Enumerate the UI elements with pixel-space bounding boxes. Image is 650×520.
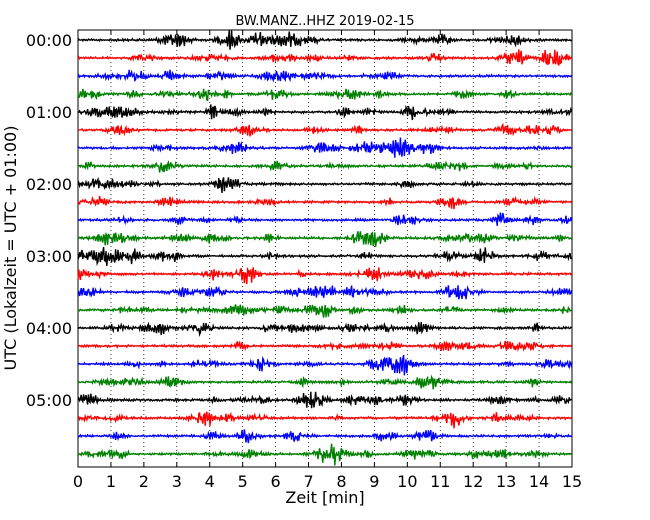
x-tick-label: 11 [430, 472, 450, 491]
x-tick-label: 7 [303, 472, 313, 491]
trace-row [77, 212, 573, 226]
x-tick-label: 4 [205, 472, 215, 491]
trace-row [77, 429, 573, 444]
x-tick-label: 3 [172, 472, 182, 491]
y-tick-label: 04:00 [26, 319, 72, 338]
trace-row [77, 374, 573, 390]
y-axis-ticks: 00:00 01:00 02:00 03:00 04:00 05:00 [26, 31, 83, 410]
trace-row [77, 391, 573, 409]
trace-row [77, 122, 573, 137]
y-axis-label: UTC (Lokalzeit = UTC + 01:00) [1, 126, 20, 371]
trace-row [77, 340, 573, 352]
x-tick-label: 0 [73, 472, 83, 491]
y-tick-label: 00:00 [26, 31, 72, 50]
trace-row [77, 69, 573, 83]
trace-row [77, 137, 572, 158]
plot-frame [77, 29, 573, 468]
x-tick-label: 9 [369, 472, 379, 491]
trace-row [77, 285, 573, 300]
trace-row [77, 88, 573, 102]
y-tick-label: 05:00 [26, 391, 72, 410]
trace-row [77, 30, 572, 50]
trace-row [77, 49, 573, 67]
x-tick-label: 14 [529, 472, 549, 491]
y-tick-label: 03:00 [26, 247, 72, 266]
trace-row [77, 354, 573, 376]
trace-row [77, 411, 572, 429]
x-tick-label: 6 [271, 472, 281, 491]
x-tick-label: 13 [496, 472, 516, 491]
x-tick-label: 5 [238, 472, 248, 491]
x-tick-label: 8 [336, 472, 346, 491]
y-tick-label: 02:00 [26, 175, 72, 194]
trace-row [77, 195, 572, 210]
x-tick-label: 12 [463, 472, 483, 491]
x-axis-ticks: 0 1 2 3 4 5 6 7 8 9 10 11 12 13 14 15 [73, 30, 582, 491]
trace-row [78, 304, 572, 318]
x-tick-label: 10 [397, 472, 417, 491]
x-tick-label: 15 [562, 472, 582, 491]
vertical-grid [110, 30, 540, 467]
x-tick-label: 1 [106, 472, 116, 491]
y-tick-label: 01:00 [26, 103, 72, 122]
x-tick-label: 2 [139, 472, 149, 491]
seismogram-traces [77, 30, 573, 466]
trace-row [77, 443, 573, 466]
trace-row [77, 231, 573, 247]
trace-row [77, 159, 573, 173]
chart-title: BW.MANZ..HHZ 2019-02-15 [235, 14, 414, 29]
trace-row [77, 321, 573, 338]
trace-row [77, 266, 572, 284]
x-axis-label: Zeit [min] [285, 488, 364, 507]
trace-row [77, 176, 573, 193]
trace-row [77, 246, 572, 267]
trace-row [77, 104, 573, 121]
